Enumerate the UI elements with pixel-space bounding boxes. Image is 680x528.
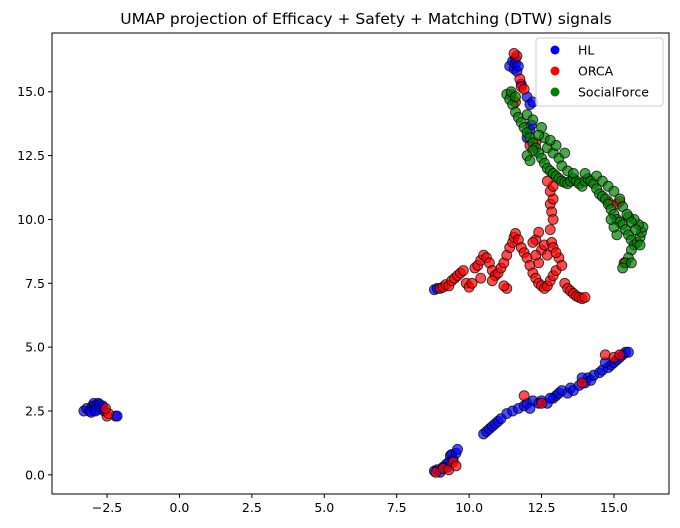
point-orca-22 (457, 265, 469, 276)
legend-box (535, 37, 664, 107)
x-tick-label-1: 0.0 (170, 500, 190, 515)
point-socialforce-75 (567, 168, 579, 179)
point-orca-8 (518, 390, 530, 402)
point-orca-13 (614, 349, 626, 361)
point-socialforce-72 (524, 155, 536, 167)
points-layer (78, 47, 649, 478)
x-tick-label-6: 12.5 (528, 500, 556, 515)
x-tick-label-3: 5.0 (314, 500, 334, 515)
chart-title: UMAP projection of Efficacy + Safety + M… (120, 10, 611, 28)
point-hl-68 (544, 392, 556, 404)
legend: HL ORCA SocialForce (535, 37, 664, 107)
y-tick-label-2: 5.0 (25, 340, 45, 355)
point-socialforce-67 (559, 147, 571, 159)
x-tick-label-2: 2.5 (242, 500, 262, 515)
point-socialforce-76 (579, 168, 591, 179)
legend-label-hl: HL (578, 43, 594, 58)
point-orca-91 (518, 83, 530, 95)
point-socialforce-63 (533, 129, 545, 141)
legend-label-socialforce: SocialForce (578, 85, 649, 100)
point-orca-75 (498, 280, 510, 292)
point-socialforce-89 (605, 213, 617, 225)
point-socialforce-60 (527, 114, 539, 126)
point-orca-2 (100, 402, 112, 414)
point-orca-7 (450, 460, 462, 472)
point-socialforce-86 (634, 239, 646, 251)
legend-marker-orca (550, 66, 560, 76)
point-orca-83 (547, 213, 559, 225)
point-orca-65 (579, 291, 591, 303)
x-tick-label-0: −2.5 (92, 500, 122, 515)
point-hl-78 (512, 60, 524, 72)
point-hl-26 (452, 443, 463, 455)
y-tick-label-4: 10.0 (17, 212, 45, 227)
point-socialforce-55 (617, 262, 629, 274)
x-tick-label-5: 10.0 (455, 500, 483, 515)
legend-marker-hl (550, 45, 560, 55)
y-axis-ticks: 0.0 2.5 5.0 7.5 10.0 12.5 15.0 (17, 84, 52, 482)
point-socialforce-69 (544, 134, 556, 146)
x-tick-label-4: 7.5 (387, 500, 407, 515)
point-socialforce-58 (510, 91, 521, 103)
point-orca-80 (527, 236, 539, 248)
point-orca-76 (486, 275, 498, 287)
point-hl-15 (89, 405, 101, 417)
point-orca-77 (475, 272, 487, 284)
plot-frame (51, 32, 670, 495)
point-hl-69 (524, 402, 536, 414)
legend-label-orca: ORCA (578, 64, 614, 79)
point-orca-73 (530, 249, 542, 261)
point-orca-79 (533, 226, 545, 238)
point-orca-25 (466, 277, 478, 289)
y-tick-label-0: 0.0 (25, 467, 45, 482)
y-tick-label-3: 7.5 (25, 276, 45, 291)
x-tick-label-7: 15.0 (600, 500, 628, 515)
point-orca-88 (541, 175, 553, 187)
y-tick-label-6: 15.0 (17, 84, 45, 99)
point-socialforce-85 (630, 224, 642, 236)
point-socialforce-56 (625, 257, 637, 269)
x-axis-ticks: −2.5 0.0 2.5 5.0 7.5 10.0 12.5 15.0 (92, 494, 628, 515)
point-orca-57 (556, 259, 568, 271)
y-tick-label-5: 12.5 (17, 148, 45, 163)
point-socialforce-80 (608, 185, 620, 197)
point-orca-9 (536, 397, 547, 409)
legend-marker-socialforce (550, 87, 560, 97)
point-orca-93 (508, 47, 520, 59)
point-orca-10 (576, 377, 588, 389)
y-tick-label-1: 2.5 (25, 403, 45, 418)
point-orca-84 (544, 224, 556, 236)
point-orca-71 (550, 247, 562, 259)
